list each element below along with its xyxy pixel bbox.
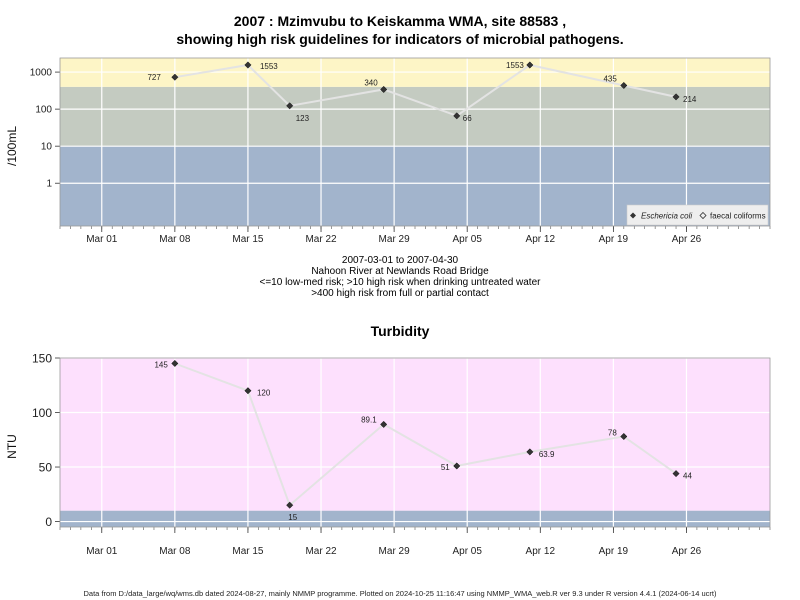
legend-ecoli-marker	[630, 212, 636, 219]
microbial-y-tick-label: 1	[46, 179, 52, 190]
turbidity-title: Turbidity	[370, 323, 430, 339]
microbial-x-tick-label: Apr 12	[526, 234, 556, 245]
microbial-data-label: 727	[147, 73, 161, 82]
turbidity-data-label: 51	[441, 463, 450, 472]
microbial-subtitle-risk-drinking: <=10 low-med risk; >10 high risk when dr…	[259, 277, 541, 288]
microbial-band-1	[60, 86, 770, 147]
microbial-data-label: 435	[603, 74, 617, 83]
turbidity-band-0	[60, 510, 770, 527]
turbidity-data-point	[672, 470, 680, 478]
turbidity-plot-frame	[59, 357, 771, 528]
microbial-data-point	[244, 61, 252, 69]
microbial-x-tick-label: Apr 05	[452, 234, 482, 245]
turbidity-data-label: 145	[154, 360, 168, 369]
microbial-subtitle-risk-contact: >400 high risk from full or partial cont…	[311, 288, 489, 299]
microbial-data-point	[380, 85, 388, 93]
legend-faecal-marker	[699, 211, 707, 220]
turbidity-x-tick-label: Apr 19	[599, 546, 629, 557]
turbidity-y-tick-label: 0	[45, 515, 52, 529]
microbial-data-label: 1553	[260, 62, 278, 71]
microbial-x-tick-label: Mar 22	[305, 234, 337, 245]
turbidity-y-tick-label: 50	[39, 461, 53, 475]
turbidity-data-label: 15	[288, 513, 297, 522]
legend-faecal-label: faecal coliforms	[710, 212, 766, 221]
microbial-data-point	[672, 93, 680, 101]
microbial-data-label: 1553	[506, 61, 524, 70]
microbial-data-point	[620, 81, 628, 90]
turbidity-data-label: 78	[608, 429, 617, 438]
turbidity-data-label: 63.9	[539, 450, 555, 459]
turbidity-x-tick-label: Apr 05	[452, 546, 482, 557]
microbial-data-label: 123	[296, 114, 310, 123]
turbidity-y-axis-label: NTU	[5, 434, 19, 459]
turbidity-data-point	[286, 501, 294, 509]
microbial-x-tick-label: Apr 26	[672, 234, 702, 245]
microbial-y-tick-label: 10	[41, 142, 53, 153]
microbial-data-point	[453, 112, 461, 120]
microbial-subtitle-site: Nahoon River at Newlands Road Bridge	[311, 266, 489, 277]
turbidity-x-tick-label: Mar 01	[86, 546, 118, 557]
turbidity-x-tick-label: Mar 08	[159, 546, 191, 557]
legend-box	[626, 204, 769, 226]
turbidity-data-point	[453, 462, 461, 470]
microbial-data-point	[286, 102, 294, 110]
footer-note: Data from D:/data_large/wq/wms.db dated …	[83, 589, 717, 598]
microbial-x-tick-label: Apr 19	[599, 234, 629, 245]
turbidity-data-point	[526, 448, 534, 456]
microbial-data-point	[171, 73, 179, 81]
microbial-y-tick-label: 1000	[30, 68, 53, 79]
microbial-data-label: 340	[364, 78, 378, 87]
microbial-plot-frame	[59, 57, 771, 227]
turbidity-data-point	[171, 359, 179, 368]
turbidity-x-tick-label: Mar 29	[379, 546, 411, 557]
microbial-data-label: 214	[683, 95, 697, 104]
microbial-x-tick-label: Mar 15	[232, 234, 264, 245]
microbial-series-line	[174, 63, 677, 117]
microbial-subtitle-dates: 2007-03-01 to 2007-04-30	[341, 255, 459, 266]
legend-ecoli-label: Eschericia coli	[641, 212, 692, 221]
turbidity-x-tick-label: Apr 12	[526, 546, 556, 557]
microbial-y-tick-label: 100	[35, 105, 52, 116]
microbial-x-tick-label: Mar 01	[86, 234, 118, 245]
turbidity-data-point	[620, 432, 628, 441]
microbial-y-axis-label: /100mL	[5, 126, 19, 166]
turbidity-data-point	[244, 387, 252, 395]
turbidity-data-label: 44	[683, 472, 692, 481]
microbial-x-tick-label: Mar 29	[379, 234, 411, 245]
turbidity-series-line	[174, 362, 677, 507]
microbial-x-tick-label: Mar 08	[159, 234, 191, 245]
turbidity-x-tick-label: Mar 22	[305, 546, 337, 557]
turbidity-data-label: 120	[257, 389, 271, 398]
turbidity-x-tick-label: Mar 15	[232, 546, 264, 557]
chart-title-line1: 2007 : Mzimvubu to Keiskamma WMA, site 8…	[233, 13, 567, 29]
turbidity-band-1	[60, 358, 770, 511]
microbial-data-point	[526, 61, 534, 69]
turbidity-y-tick-label: 100	[32, 406, 52, 420]
turbidity-y-tick-label: 150	[32, 352, 52, 366]
turbidity-data-point	[380, 420, 388, 428]
turbidity-x-tick-label: Apr 26	[672, 546, 702, 557]
microbial-data-label: 66	[463, 114, 472, 123]
chart-title-line2: showing high risk guidelines for indicat…	[176, 31, 624, 47]
turbidity-data-label: 89.1	[361, 415, 377, 424]
